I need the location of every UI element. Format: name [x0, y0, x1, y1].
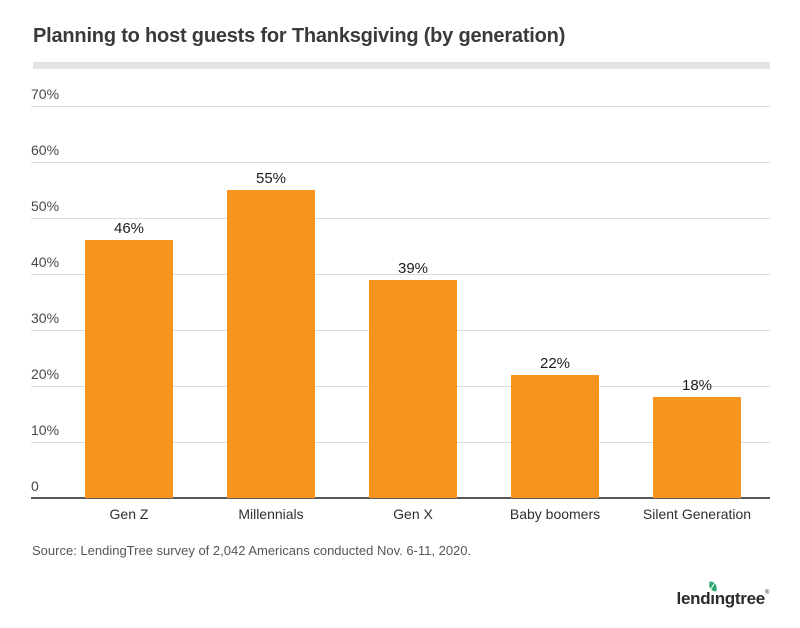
- bar: [511, 374, 599, 498]
- page-title: Planning to host guests for Thanksgiving…: [33, 25, 566, 47]
- category-label: Millennials: [238, 506, 304, 522]
- y-gridline: [31, 106, 770, 107]
- bar-value-label: 18%: [681, 377, 713, 395]
- title-divider: [33, 62, 770, 69]
- source-note: Source: LendingTree survey of 2,042 Amer…: [32, 543, 472, 558]
- bar: [653, 397, 741, 498]
- y-tick-label: 60%: [31, 142, 60, 158]
- y-tick-label: 30%: [31, 310, 60, 326]
- bar: [227, 190, 315, 498]
- bar-value-label: 22%: [539, 354, 571, 372]
- bar-value-label: 39%: [397, 259, 429, 277]
- x-axis-line: [31, 497, 770, 499]
- lendingtree-logo: lend ıngtree®: [676, 581, 769, 608]
- logo-dotless-i: ı: [710, 589, 715, 608]
- chart-area: 70% 60% 50% 40% 30% 20% 10% 0 46% Gen Z 55% Millenn…: [31, 87, 770, 522]
- bar-value-label: 46%: [113, 220, 145, 238]
- registered-mark: ®: [764, 590, 769, 596]
- y-gridline: [31, 218, 770, 219]
- y-tick-label: 40%: [31, 254, 60, 270]
- bar: [85, 240, 173, 498]
- logo-text-post: ngtree: [714, 589, 765, 608]
- y-gridline: [31, 162, 770, 163]
- bar: [369, 279, 457, 498]
- y-tick-label: 20%: [31, 366, 60, 382]
- logo-text-pre: lend: [676, 589, 711, 608]
- y-tick-label: 10%: [31, 422, 60, 438]
- y-tick-label: 50%: [31, 198, 60, 214]
- category-label: Gen Z: [109, 506, 149, 522]
- category-label: Silent Generation: [642, 506, 752, 522]
- y-tick-label: 70%: [31, 86, 60, 102]
- logo-letter-i: ı: [708, 581, 718, 608]
- category-label: Gen X: [393, 506, 433, 522]
- bar-value-label: 55%: [255, 170, 287, 187]
- y-tick-label: 0: [31, 478, 39, 494]
- y-gridline: [31, 274, 770, 275]
- category-label: Baby boomers: [509, 506, 601, 522]
